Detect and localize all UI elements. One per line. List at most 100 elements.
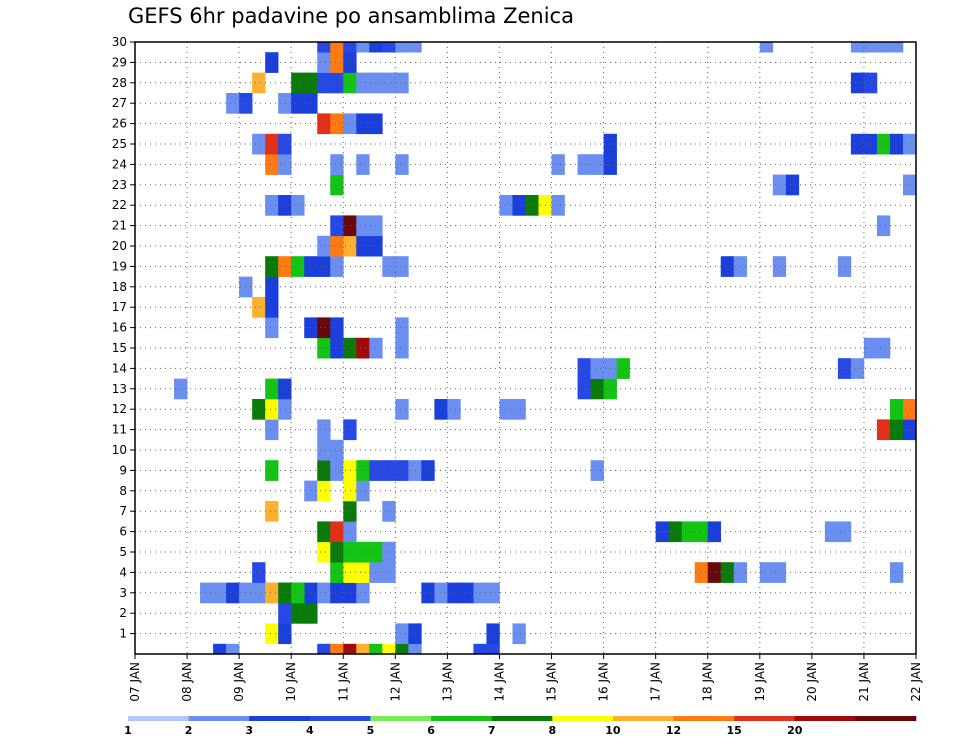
heatmap-cell [486,623,500,645]
heatmap-cell [382,643,396,655]
heatmap-cell [720,256,735,277]
colorbar-label: 3 [245,724,253,737]
heatmap-cell [382,42,396,53]
heatmap-cell [343,52,357,73]
heatmap-cell [902,399,917,420]
y-tick-label: 9 [119,463,127,477]
heatmap-cell [278,582,292,604]
heatmap-cell [317,256,331,277]
heatmap-cell [473,643,487,655]
heatmap-cell [772,562,787,583]
heatmap-cell [330,72,344,94]
x-tick-label: 13 JAN [440,662,454,702]
heatmap-cell [395,460,409,481]
heatmap-cell [395,256,409,277]
y-tick-label: 23 [112,178,127,192]
y-tick-label: 2 [119,606,127,620]
heatmap-cell [889,133,904,155]
heatmap-cell [330,215,344,237]
y-tick-label: 7 [119,504,127,518]
heatmap-cell [265,317,279,339]
heatmap-cell [343,72,357,94]
heatmap-cell [382,562,396,583]
y-tick-label: 1 [119,627,127,641]
y-tick-label: 14 [112,361,127,375]
heatmap-cell [850,358,865,379]
heatmap-cell [395,72,409,94]
heatmap-cell [343,541,357,563]
colorbar-swatch [309,716,371,721]
y-tick-label: 5 [119,545,127,559]
heatmap-cell [551,154,565,175]
y-tick-label: 20 [112,239,127,253]
heatmap-cell [343,235,357,257]
heatmap-cell [252,297,266,318]
x-tick-label: 18 JAN [701,662,715,702]
x-tick-label: 17 JAN [649,662,663,702]
y-tick-label: 16 [112,321,127,335]
y-tick-label: 28 [112,76,127,90]
heatmap-cell [356,582,370,604]
heatmap-cell [421,460,435,481]
heatmap-cell [902,419,917,441]
heatmap-cell [343,113,357,135]
colorbar-swatch [673,716,735,721]
heatmap-cell [889,419,904,441]
heatmap-cell [486,582,500,604]
heatmap-cell [265,501,279,522]
heatmap-cell [395,317,409,339]
heatmap-cell [343,501,357,522]
heatmap-cell [408,643,422,655]
heatmap-cell [356,154,370,175]
y-tick-label: 10 [112,443,127,457]
y-tick-label: 27 [112,96,127,110]
colorbar-label: 4 [306,724,314,737]
heatmap-cell [577,154,591,175]
heatmap-cell [330,562,344,583]
x-tick-label: 21 JAN [857,662,871,702]
heatmap-cell [265,154,279,175]
heatmap-cell [330,256,344,277]
heatmap-cell [330,52,344,73]
colorbar-swatch [734,716,796,721]
chart-title: GEFS 6hr padavine po ansamblima Zenica [128,4,574,28]
heatmap-cell [317,113,331,135]
heatmap-cell [343,643,357,655]
heatmap-cell [291,256,305,277]
heatmap-cell [369,643,383,655]
heatmap-cell [278,378,292,400]
heatmap-cell [655,521,669,543]
y-tick-label: 25 [112,137,127,151]
heatmap-cell [356,235,370,257]
x-tick-label: 16 JAN [597,662,611,702]
heatmap-cell [291,72,305,94]
heatmap-cell [330,235,344,257]
heatmap-cell [590,154,604,175]
heatmap-cell [512,399,526,420]
heatmap-cell [369,42,383,53]
heatmap-cell [317,235,331,257]
heatmap-cell [317,317,331,339]
heatmap-cell [278,603,292,624]
y-tick-label: 18 [112,280,127,294]
y-tick-label: 29 [112,55,127,69]
heatmap-cell [330,460,344,481]
heatmap-cell [499,399,513,420]
heatmap-cell [278,195,292,216]
colorbar-swatch [612,716,674,721]
colorbar-label: 10 [605,724,621,737]
heatmap-cell [265,195,279,216]
x-axis: 07 JAN 08 JAN 09 JAN 10 JAN 11 JAN 12 JAN 13 J… [128,654,923,702]
heatmap-cell [395,399,409,420]
heatmap-cell [330,154,344,175]
heatmap-cell [382,460,396,481]
heatmap-cell [252,399,266,420]
heatmap-cell [590,358,604,379]
colorbar-swatch [855,716,917,721]
heatmap-cell [876,337,891,359]
heatmap-cell [200,582,214,604]
heatmap-cell [434,582,448,604]
heatmap-cell [343,480,357,502]
heatmap-cell [317,439,331,461]
heatmap-cell [330,541,344,563]
